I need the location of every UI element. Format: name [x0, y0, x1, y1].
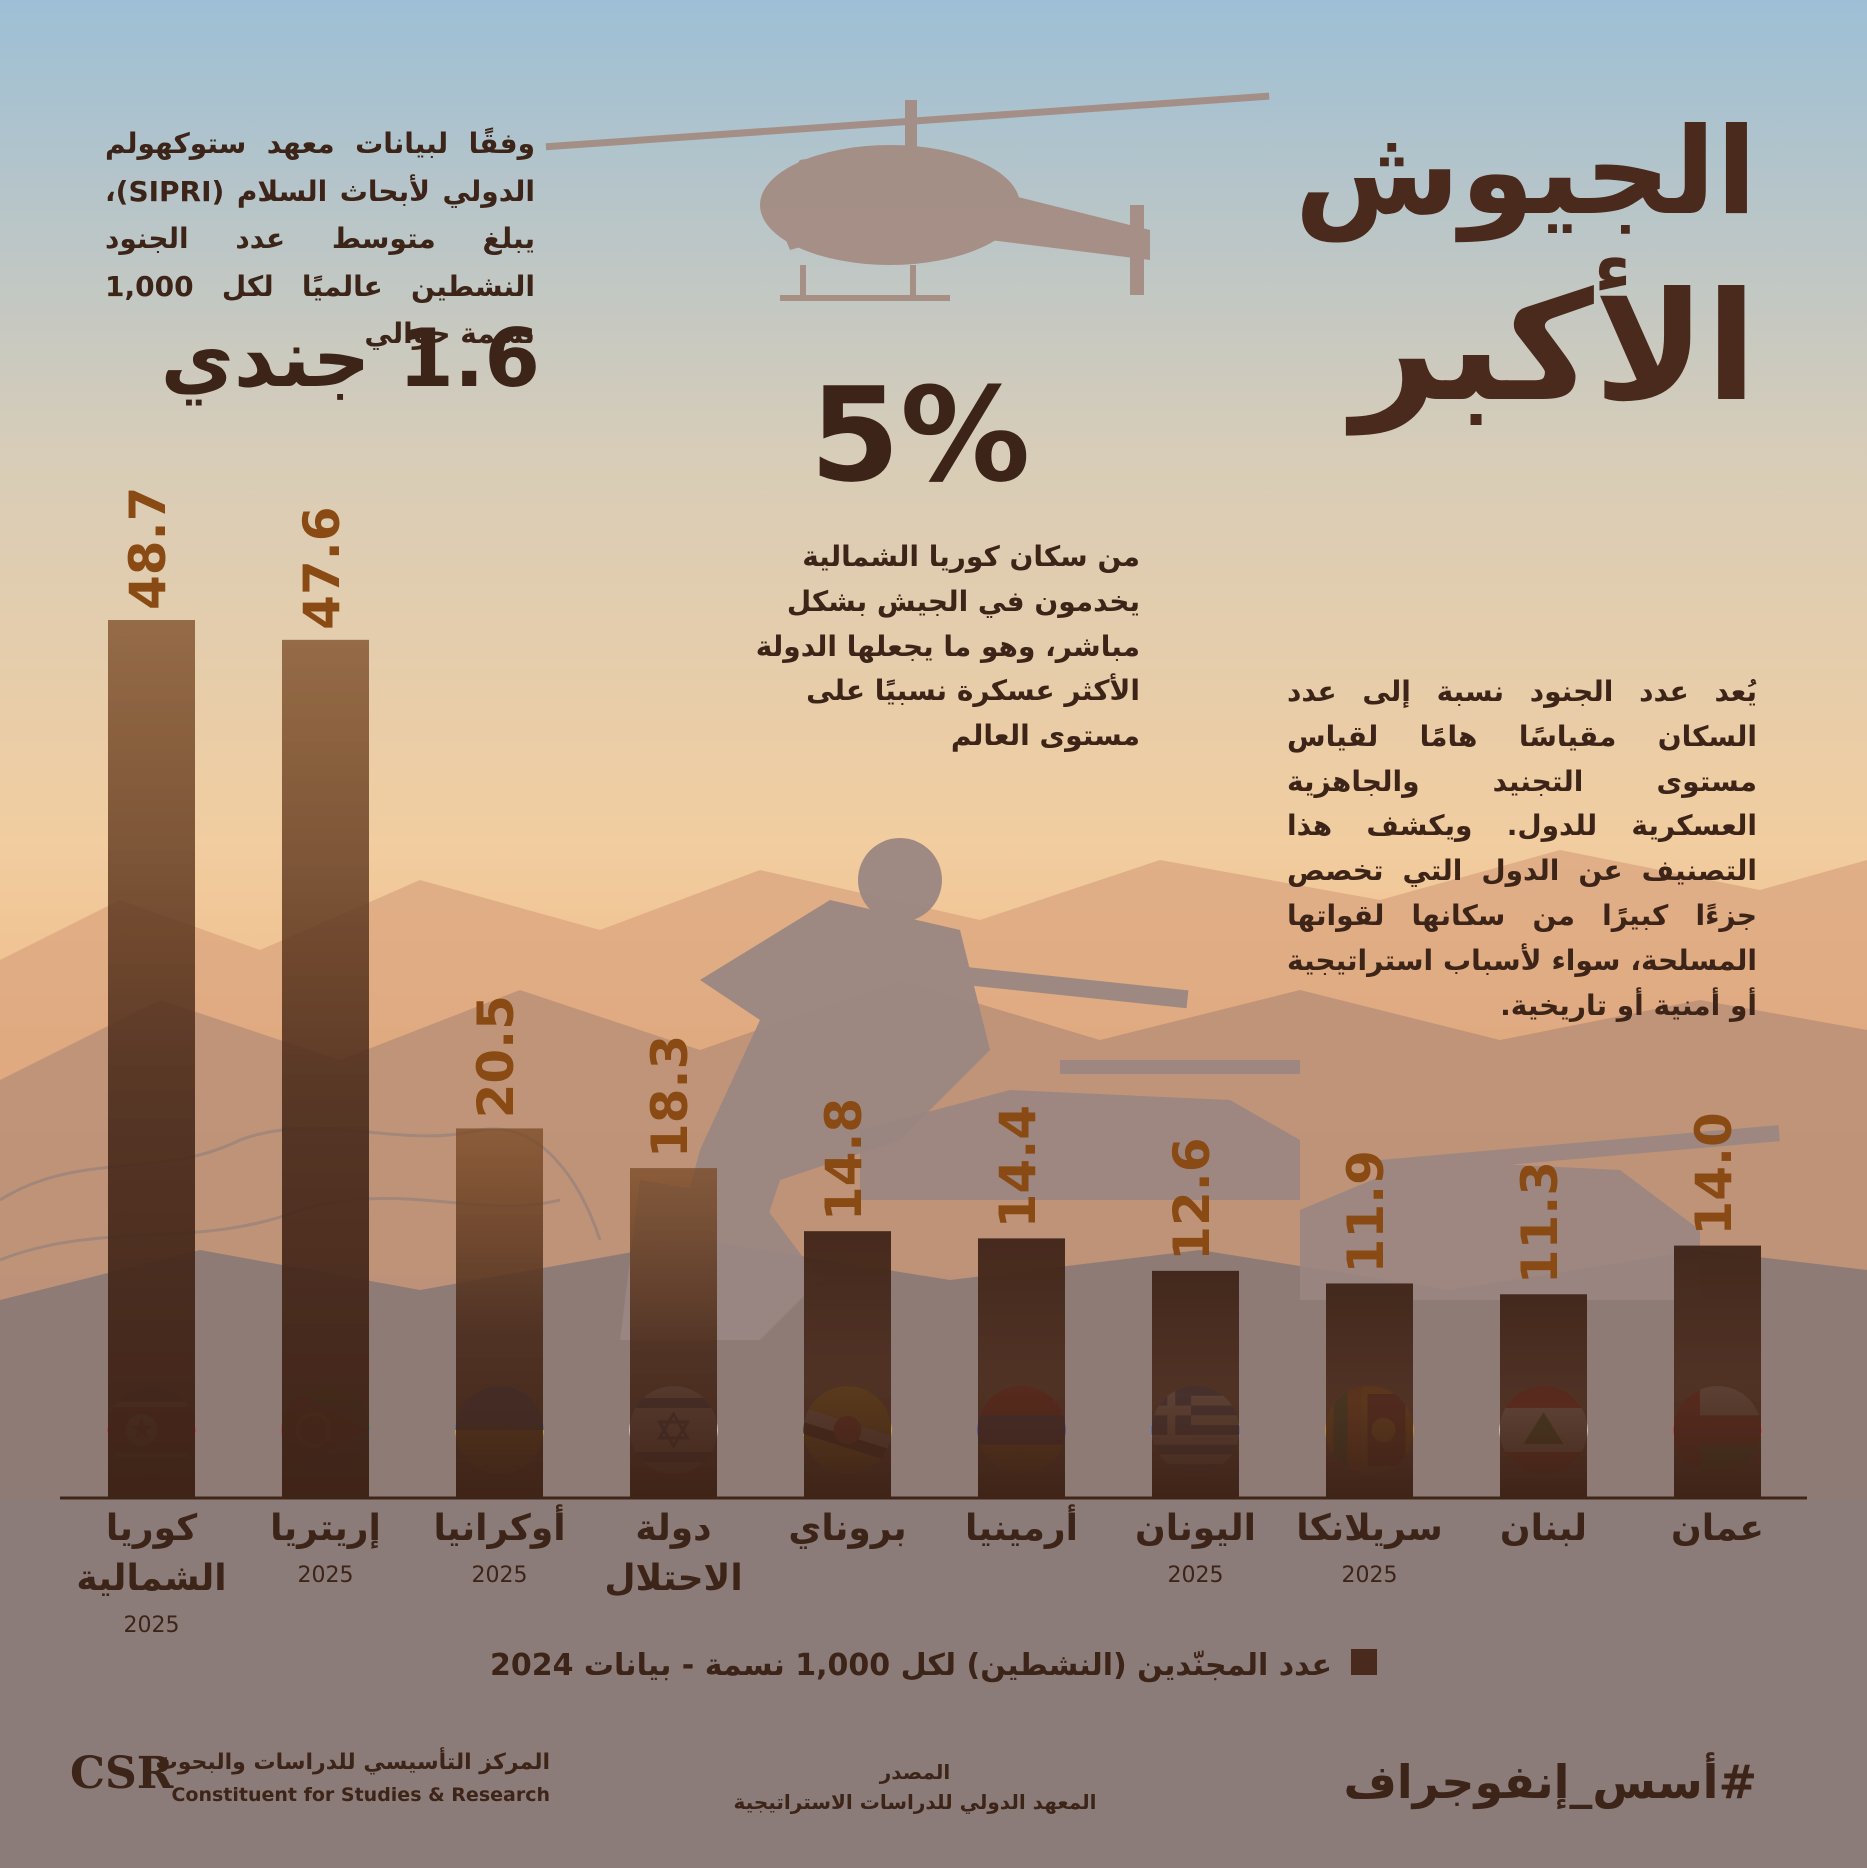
category-year-note: 2025 — [1342, 1563, 1398, 1588]
hashtag: #أسس_إنفوجراف — [1343, 1755, 1757, 1809]
category-label: دولة — [635, 1508, 711, 1549]
bar-group: 14.8 — [804, 1098, 891, 1498]
bar — [1152, 1270, 1239, 1498]
value-label: 20.5 — [467, 995, 525, 1118]
title-line-2: الأكبر — [1352, 261, 1757, 435]
category-label: عمان — [1671, 1508, 1764, 1549]
value-label: 12.6 — [1163, 1137, 1221, 1260]
bar-group: 12.6 — [1152, 1137, 1239, 1498]
bar-group: 11.9 — [1326, 1150, 1413, 1498]
value-label: 11.9 — [1337, 1150, 1395, 1273]
intro-text: وفقًا لبيانات معهد ستوكهولم الدولي لأبحا… — [105, 127, 535, 351]
tank-silhouette — [860, 1060, 1780, 1300]
category-year-note: 2025 — [124, 1613, 180, 1638]
category-label: سريلانكا — [1296, 1508, 1443, 1549]
bar-group: 47.6 — [282, 506, 369, 1498]
value-label: 18.3 — [641, 1035, 699, 1158]
source-label: المصدر — [879, 1760, 951, 1784]
title-line-1: الجيوش — [1294, 103, 1757, 242]
category-label: إريتريا — [270, 1508, 381, 1549]
category-label: أرمينيا — [965, 1504, 1078, 1549]
org-logo: CSR — [70, 1748, 174, 1799]
bar — [1326, 1283, 1413, 1498]
org-block: CSR المركز التأسيسي للدراسات والبحوث Con… — [70, 1748, 550, 1818]
value-label: 14.4 — [989, 1105, 1047, 1228]
explainer-text: يُعد عدد الجنود نسبة إلى عدد السكان مقيا… — [1287, 675, 1757, 1022]
bar — [630, 1168, 717, 1498]
category-label: أوكرانيا — [433, 1504, 565, 1549]
category-label: الشمالية — [76, 1558, 226, 1599]
category-year-note: 2025 — [1168, 1563, 1224, 1588]
value-label: 11.3 — [1511, 1161, 1569, 1284]
bar-group: 48.7 — [108, 487, 195, 1498]
bar — [108, 620, 195, 1498]
bar — [282, 639, 369, 1498]
intro-highlight: 1.6 جندي — [160, 312, 540, 405]
stat-value: 5% — [809, 359, 1031, 511]
helicopter-silhouette — [545, 92, 1270, 301]
value-label: 14.8 — [815, 1098, 873, 1221]
category-year-note: 2025 — [298, 1563, 354, 1588]
bar-group: 18.3 — [630, 1035, 717, 1498]
category-label: كوريا — [106, 1508, 197, 1549]
bar — [1500, 1294, 1587, 1498]
bar — [1674, 1245, 1761, 1498]
org-name-ar: المركز التأسيسي للدراسات والبحوث — [155, 1750, 550, 1775]
value-label: 47.6 — [293, 506, 351, 629]
source-name: المعهد الدولي للدراسات الاستراتيجية — [733, 1790, 1097, 1814]
org-name-en: Constituent for Studies & Research — [171, 1784, 550, 1806]
category-label: اليونان — [1135, 1508, 1256, 1549]
bar — [978, 1238, 1065, 1498]
bar — [804, 1231, 891, 1498]
bar-group: 20.5 — [456, 995, 543, 1498]
category-year-note: 2025 — [472, 1563, 528, 1588]
legend-swatch — [1351, 1649, 1378, 1675]
bar-group: 14.0 — [1674, 1112, 1761, 1498]
bar — [456, 1128, 543, 1498]
stat-text: من سكان كوريا الشمالية يخدمون في الجيش ب… — [755, 540, 1140, 753]
legend: عدد المجنّدين (النشطين) لكل 1,000 نسمة -… — [0, 1648, 1867, 1683]
bar-group: 14.4 — [978, 1105, 1065, 1498]
value-label: 48.7 — [119, 487, 177, 610]
bar-group: 11.3 — [1500, 1161, 1587, 1498]
category-label: بروناي — [788, 1508, 906, 1549]
legend-label: عدد المجنّدين (النشطين) لكل 1,000 نسمة -… — [489, 1648, 1332, 1683]
value-label: 14.0 — [1685, 1112, 1743, 1235]
category-label: لبنان — [1500, 1508, 1587, 1549]
category-label: الاحتلال — [604, 1558, 742, 1599]
